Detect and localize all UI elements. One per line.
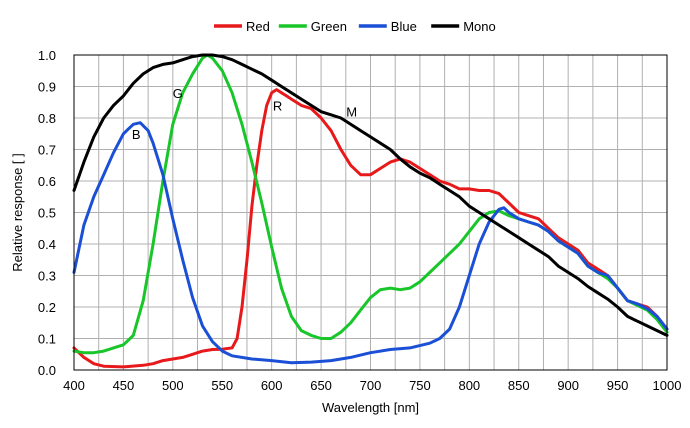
- x-tick-labels: 400 450 500 550 600 650 700 750 800 850 900 950 1000: [63, 378, 681, 393]
- legend-label-green: Green: [311, 19, 347, 34]
- y-tick-label: 1.0: [38, 48, 56, 63]
- y-tick-label: 0.5: [38, 206, 56, 221]
- x-axis-title: Wavelength [nm]: [322, 400, 419, 415]
- y-tick-label: 0.4: [38, 237, 56, 252]
- legend-label-mono: Mono: [463, 19, 496, 34]
- grid-lines: [74, 55, 667, 370]
- legend-label-blue: Blue: [391, 19, 417, 34]
- series-line-blue: [72, 121, 669, 365]
- legend-label-red: Red: [246, 19, 270, 34]
- curve-label-b: B: [132, 127, 141, 142]
- series-line-mono: [72, 53, 669, 337]
- curve-label-g: G: [173, 86, 183, 101]
- curve-label-r: R: [273, 98, 282, 113]
- x-tick-label: 750: [409, 378, 431, 393]
- series-lines: [72, 53, 669, 369]
- y-axis-title: Relative response [ ]: [10, 153, 25, 272]
- curve-label-m: M: [346, 105, 357, 120]
- plot-frame: [73, 54, 668, 371]
- x-tick-label: 900: [557, 378, 579, 393]
- y-tick-label: 0.1: [38, 332, 56, 347]
- x-tick-label: 700: [360, 378, 382, 393]
- y-tick-label: 0.2: [38, 300, 56, 315]
- series-line-red: [72, 88, 669, 369]
- y-tick-label: 0.0: [38, 363, 56, 378]
- curve-annotations: B G R M: [132, 86, 357, 142]
- y-tick-label: 0.3: [38, 269, 56, 284]
- y-tick-label: 0.8: [38, 111, 56, 126]
- x-tick-label: 650: [310, 378, 332, 393]
- legend: Red Green Blue Mono: [214, 19, 496, 34]
- x-tick-label: 1000: [653, 378, 682, 393]
- y-tick-label: 0.9: [38, 80, 56, 95]
- x-tick-label: 500: [162, 378, 184, 393]
- x-tick-label: 600: [261, 378, 283, 393]
- x-tick-label: 400: [63, 378, 85, 393]
- x-tick-label: 450: [113, 378, 135, 393]
- y-tick-label: 0.7: [38, 143, 56, 158]
- x-tick-label: 950: [607, 378, 629, 393]
- y-tick-label: 0.6: [38, 174, 56, 189]
- x-tick-label: 800: [458, 378, 480, 393]
- x-tick-label: 850: [508, 378, 530, 393]
- y-tick-labels: 0.0 0.1 0.2 0.3 0.4 0.5 0.6 0.7 0.8 0.9 1.0: [38, 48, 56, 378]
- x-tick-label: 550: [211, 378, 233, 393]
